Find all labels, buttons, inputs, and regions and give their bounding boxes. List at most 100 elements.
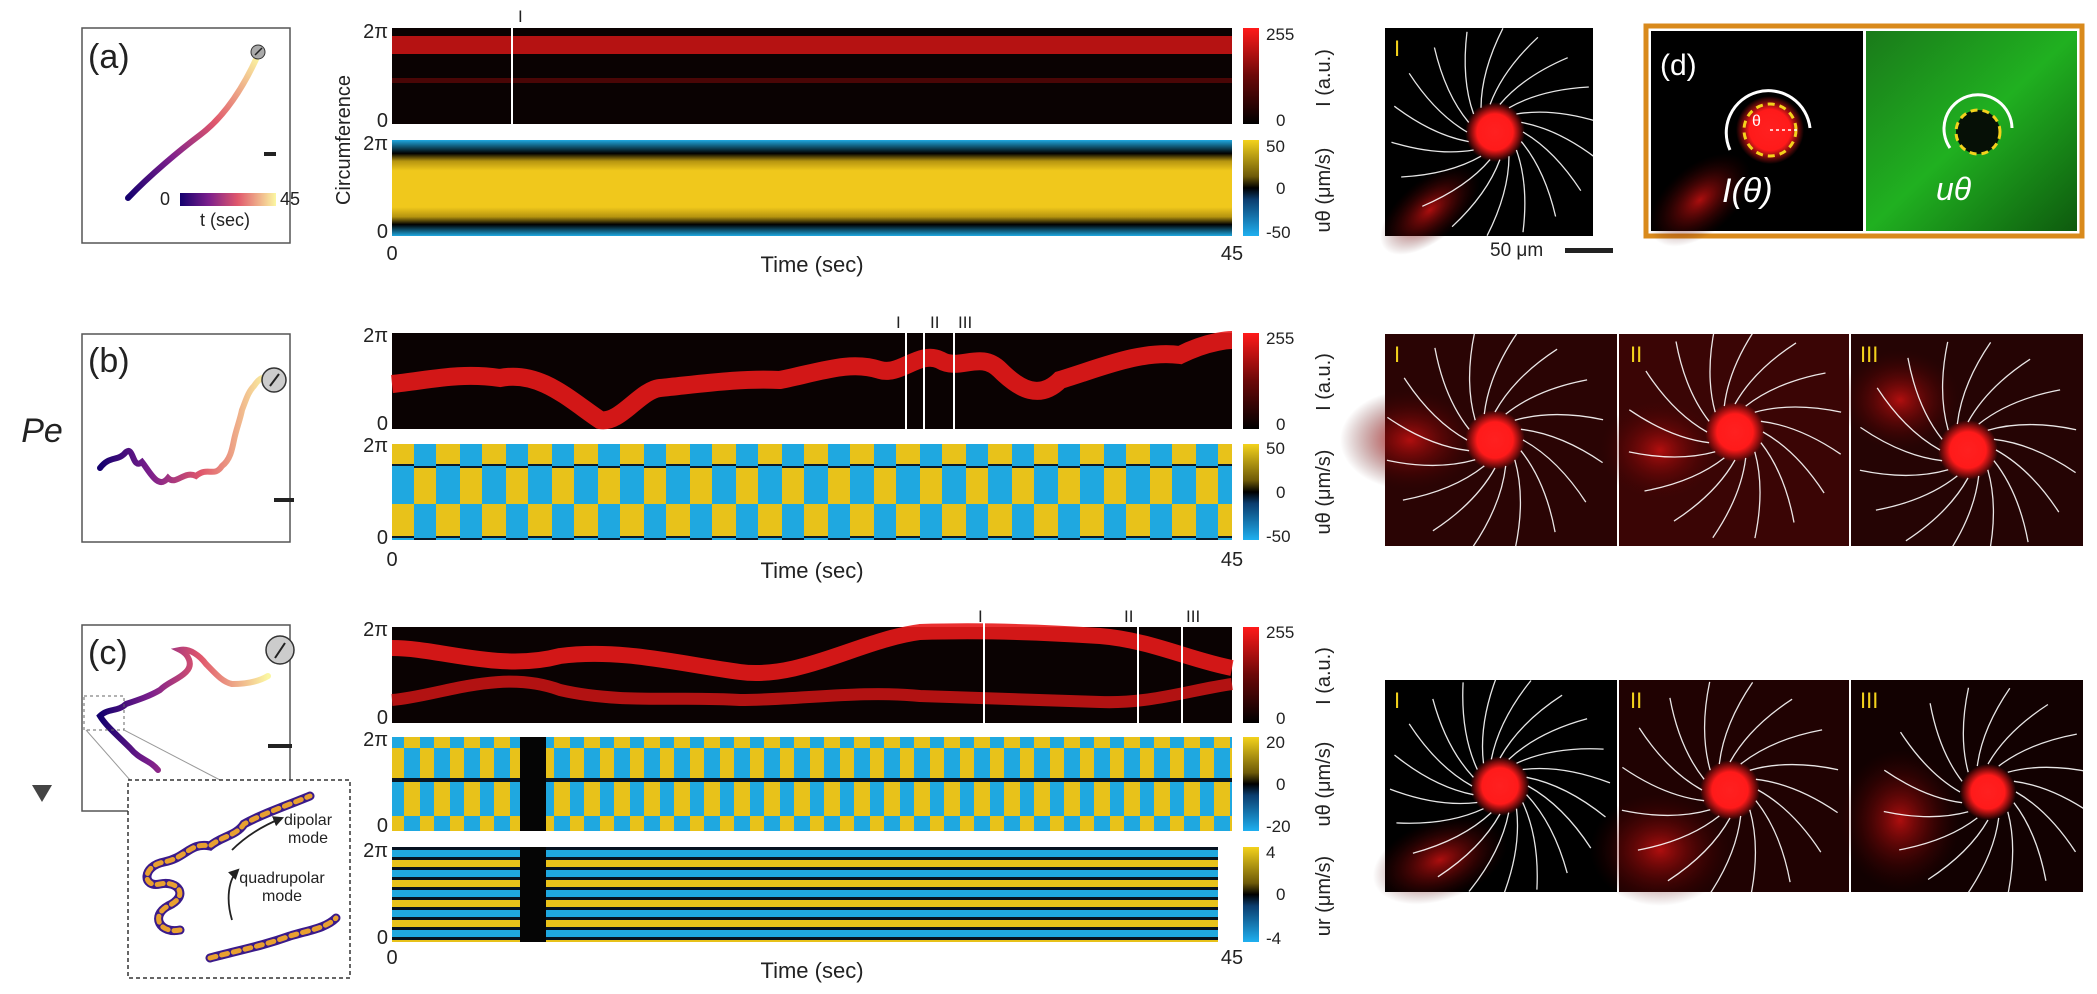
stream-c-II-label: II (1630, 688, 1642, 713)
kymo-c-xlabel: Time (sec) (760, 958, 863, 983)
cbar-b-velocity-label: uθ (μm/s) (1313, 450, 1335, 535)
streamline (1637, 815, 1720, 851)
kymo-a-x-start: 0 (386, 243, 397, 265)
streamline (1965, 817, 2000, 897)
streamline (1422, 159, 1491, 207)
streamline (1876, 387, 1941, 451)
kymo-c-velocity (392, 737, 1232, 831)
cbar-b-intensity-label: I (a.u.) (1313, 353, 1335, 411)
streamline (1978, 389, 2061, 425)
cbar-b-velocity (1243, 444, 1259, 540)
kymo-b-x-start: 0 (386, 549, 397, 571)
streamline (1437, 813, 1501, 878)
kymo-c-intensity-ytop: 2π (363, 619, 388, 641)
kymo-b-intensity-band (391, 331, 1233, 430)
streamline (1508, 718, 1588, 760)
streamline (1451, 159, 1501, 228)
kymo-b-marker-II-label: II (930, 313, 939, 332)
stream-b-II-lines (1628, 325, 1842, 539)
cbar-a-intensity (1243, 28, 1259, 124)
streamline (1494, 348, 1558, 413)
streamline (2006, 811, 2014, 897)
streamline (2007, 766, 2093, 774)
streamline (1527, 785, 1592, 849)
inset-dipolar-fo: dipolar mode (284, 812, 332, 847)
streamline (1412, 812, 1492, 854)
stream-c-II-lines (1621, 681, 1839, 899)
kymo-a-intensity-ytop: 2π (363, 21, 388, 43)
kymo-c-marker-I-label: I (978, 607, 983, 626)
streamline (1729, 698, 1793, 763)
streamline (1522, 131, 1582, 192)
streamline (1434, 347, 1470, 430)
stream-c-III-particle (1960, 764, 2016, 820)
cbar-c-radial-label: ur (μm/s) (1313, 856, 1335, 936)
streamline (1468, 812, 1510, 892)
streamline (1520, 141, 1557, 217)
streamline (1638, 727, 1703, 791)
streamline (1667, 817, 1731, 882)
streamline (1645, 370, 1708, 433)
stream-b-III-label: III (1860, 342, 1878, 367)
streamline (1760, 420, 1842, 455)
pe-label-bg (16, 410, 70, 450)
cbar-c-velocity-label: uθ (μm/s) (1313, 742, 1335, 827)
cbar-a-velocity-max: 50 (1266, 137, 1285, 156)
streamline (1393, 105, 1469, 143)
inset-connector-2 (123, 729, 221, 781)
streamline (1391, 141, 1474, 153)
cbar-b-velocity-min: -50 (1266, 527, 1291, 546)
time-colorbar (180, 193, 276, 206)
kymo-c-intensity-band-2 (391, 675, 1233, 709)
kymo-a-intensity-band (392, 36, 1232, 54)
panel-d-arc (1724, 89, 1812, 151)
cbar-c-intensity-label: I (a.u.) (1313, 647, 1335, 705)
streamline (1718, 682, 1754, 765)
cbar-c-velocity-max: 20 (1266, 733, 1285, 752)
streamline (1899, 817, 1978, 851)
cbar-a-intensity-min: 0 (1276, 111, 1285, 130)
streamline (1462, 682, 1478, 770)
streamline (1515, 149, 1526, 233)
streamline (2015, 791, 2077, 853)
streamline (1514, 413, 1604, 421)
cbar-c-velocity-mid: 0 (1276, 775, 1285, 794)
inset-arrow-quadrupolar (227, 868, 240, 921)
streamline (1526, 776, 1606, 818)
inset-arrow-dipolar (231, 816, 285, 851)
kymo-b-vel-ybottom: 0 (377, 527, 388, 549)
streamline (1644, 457, 1725, 492)
streamline (1486, 156, 1510, 236)
streamline (1502, 808, 1519, 897)
scale-bar-a (264, 152, 276, 156)
panel-d-tail (1649, 153, 1751, 247)
streamline (1706, 815, 1742, 898)
streamline (1387, 416, 1470, 452)
streamline (1962, 687, 1970, 773)
stream-c-I-label: I (1394, 688, 1400, 713)
streamline (1401, 155, 1482, 178)
kymo-c-x-start: 0 (386, 947, 397, 969)
streamline (1432, 698, 1474, 778)
streamline (1754, 406, 1842, 413)
panel-d-theta: θ (1752, 113, 1761, 130)
stream-c-I-particle (1470, 756, 1530, 816)
streamline (1514, 459, 1522, 549)
cbar-c-radial-min: -4 (1266, 929, 1281, 948)
streamline (1907, 357, 1943, 440)
time-cbar-min: 0 (160, 189, 170, 209)
stream-c-II-particle (1700, 760, 1760, 820)
streamline (1408, 723, 1473, 787)
streamline (1899, 731, 1961, 793)
cbar-c-radial-mid: 0 (1276, 885, 1285, 904)
kymo-a-intensity-ybottom: 0 (377, 110, 388, 132)
inset-source-box (83, 695, 125, 731)
cbar-b-velocity-max: 50 (1266, 439, 1285, 458)
particle-arrow-a (254, 47, 263, 56)
trajectory-b (97, 374, 271, 485)
inset-connector-1 (85, 729, 131, 781)
time-cbar-label: t (sec) (200, 210, 250, 230)
kymo-b-vel-ytop: 2π (363, 435, 388, 457)
inset-quadrupolar-label: quadrupolar mode (239, 870, 325, 905)
